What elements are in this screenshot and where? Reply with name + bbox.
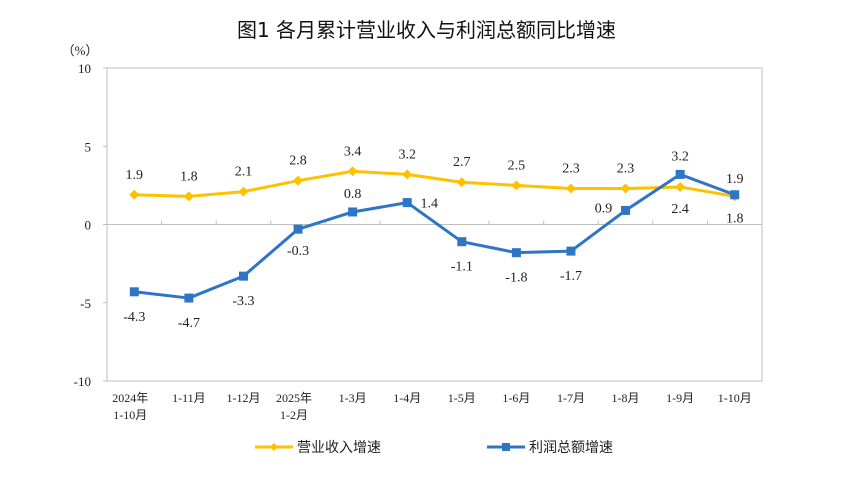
data-point-marker (402, 169, 413, 180)
data-label: -1.7 (560, 269, 582, 284)
y-axis-ticks: 10 5 0 -5 -10 (74, 61, 107, 389)
data-point-marker (238, 186, 249, 197)
data-label: -3.3 (232, 294, 254, 309)
x-tick-label: 1-10月 (113, 408, 147, 422)
chart-title: 图1 各月累计营业收入与利润总额同比增速 (236, 18, 617, 42)
x-tick-label: 2025年 (276, 391, 312, 405)
data-label: 2.1 (235, 165, 253, 180)
data-point-marker (183, 191, 194, 202)
data-label: 1.9 (126, 168, 144, 183)
y-tick-label: 5 (85, 139, 92, 154)
data-label: 2.5 (508, 158, 526, 173)
legend-label: 利润总额增速 (529, 440, 613, 456)
data-label: 0.8 (344, 187, 362, 202)
x-tick-label: 1-10月 (718, 391, 752, 405)
data-point-marker (566, 246, 576, 256)
x-tick-label: 1-2月 (280, 408, 308, 422)
x-tick-label: 1-4月 (393, 391, 421, 405)
y-tick-label: -10 (74, 374, 91, 389)
data-point-marker (293, 224, 303, 234)
data-point-marker (511, 248, 521, 258)
data-label: 2.3 (562, 162, 580, 177)
x-tick-label: 1-5月 (448, 391, 476, 405)
data-label: -4.3 (123, 310, 145, 325)
x-tick-label: 1-11月 (172, 391, 206, 405)
x-tick-label: 1-8月 (612, 391, 640, 405)
data-label: 1.8 (180, 169, 198, 184)
data-point-marker (730, 190, 740, 200)
data-label: -1.1 (451, 260, 473, 275)
data-point-marker (293, 175, 304, 186)
x-axis-ticks: 2024年 1-10月 1-11月 1-12月 2025年 1-2月 1-3月 1-4月 1-5… (112, 391, 751, 422)
data-point-marker (129, 287, 139, 297)
legend-label: 营业收入增速 (297, 440, 381, 456)
data-label: -4.7 (178, 316, 200, 331)
data-label: 1.8 (726, 211, 744, 226)
data-point-marker (565, 183, 576, 194)
x-tick-label: 1-9月 (666, 391, 694, 405)
y-tick-label: 10 (78, 61, 91, 76)
plot-frame (106, 67, 763, 382)
data-point-marker (620, 183, 631, 194)
data-point-marker (238, 271, 248, 281)
data-point-marker (129, 189, 140, 200)
data-point-marker (457, 237, 467, 247)
data-label: 0.9 (595, 201, 613, 216)
data-point-marker (184, 293, 194, 303)
y-tick-label: 0 (85, 218, 92, 233)
data-point-marker (675, 181, 686, 192)
x-tick-label: 2024年 (112, 391, 148, 405)
x-tick-label: 1-3月 (339, 391, 367, 405)
legend-marker (270, 443, 278, 451)
data-label: 3.2 (671, 149, 689, 164)
data-label: -0.3 (287, 244, 309, 259)
series-line-0 (134, 169, 735, 198)
legend-marker (502, 443, 510, 451)
x-tick-label: 1-12月 (226, 391, 260, 405)
data-point-marker (348, 207, 358, 217)
data-point-marker (347, 166, 358, 177)
data-point-marker (621, 205, 631, 215)
y-axis-unit-label: （%） (62, 43, 99, 58)
y-tick-label: -5 (80, 296, 91, 311)
data-labels: 1.9 1.8 2.1 2.8 3.4 3.2 2.7 2.5 2.3 2.3 2.4 1.8 -4.3… (123, 144, 743, 331)
series-group (129, 166, 740, 303)
data-label: 1.4 (420, 197, 438, 212)
data-point-marker (402, 198, 412, 208)
series-line-1 (134, 172, 736, 300)
x-tick-label: 1-7月 (557, 391, 585, 405)
data-label: -1.8 (505, 271, 527, 286)
data-label: 1.9 (726, 172, 744, 187)
data-label: 2.4 (671, 202, 689, 217)
data-label: 3.2 (398, 147, 416, 162)
data-label: 2.3 (617, 162, 635, 177)
legend: 营业收入增速 利润总额增速 (255, 440, 613, 456)
data-point-marker (675, 169, 685, 179)
data-point-marker (511, 180, 522, 191)
data-label: 3.4 (344, 144, 362, 159)
data-point-marker (456, 177, 467, 188)
data-label: 2.7 (453, 155, 471, 170)
x-tick-label: 1-6月 (502, 391, 530, 405)
data-label: 2.8 (289, 154, 307, 169)
